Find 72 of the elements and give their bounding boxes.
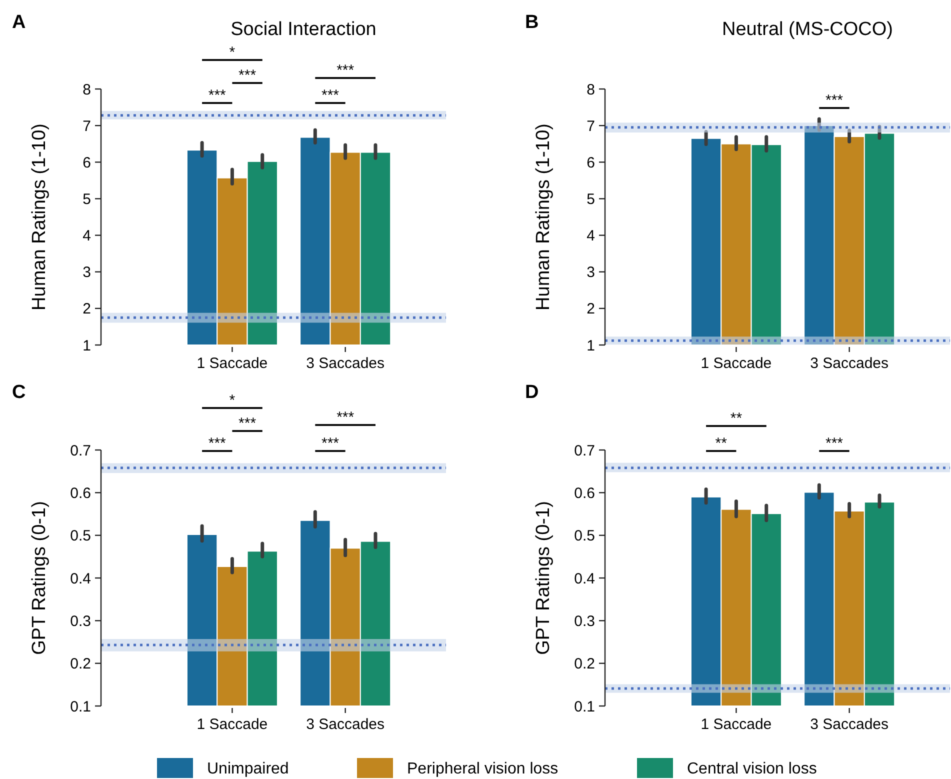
significance-bracket: *** — [315, 409, 376, 426]
y-axis-title: GPT Ratings (0-1) — [29, 501, 50, 655]
x-tick-label: 3 Saccades — [810, 716, 889, 733]
y-tick-label: 6 — [82, 154, 91, 172]
significance-bracket: *** — [819, 435, 850, 452]
y-tick-label: 7 — [586, 118, 595, 135]
text: A — [12, 12, 26, 33]
y-tick-label: 5 — [82, 190, 91, 208]
legend-label: Peripheral vision loss — [407, 760, 558, 778]
significance-bracket: ** — [706, 435, 736, 452]
significance-bracket: *** — [315, 87, 346, 104]
y-tick-label: 3 — [586, 264, 595, 282]
y-tick-label: 8 — [586, 81, 595, 98]
x-tick-label: 3 Saccades — [306, 355, 385, 372]
x-tick-label: 3 Saccades — [810, 355, 889, 372]
x-tick-label: 1 Saccade — [196, 355, 268, 372]
y-tick-label: 8 — [82, 81, 91, 98]
y-tick-label: 0.4 — [70, 570, 91, 588]
y-tick-label: 3 — [82, 264, 91, 282]
x-tick-label: 1 Saccade — [196, 716, 268, 733]
y-tick-label: 6 — [586, 154, 595, 172]
annotation: *** — [825, 92, 844, 109]
legend-label: Central vision loss — [687, 760, 817, 778]
y-tick-label: 0.5 — [574, 528, 595, 545]
y-axis-title: GPT Ratings (0-1) — [533, 501, 554, 655]
y-tick-label: 2 — [586, 300, 595, 318]
y-tick-label: 1 — [586, 337, 595, 354]
y-tick-label: 0.6 — [70, 484, 91, 502]
y-tick-label: 0.5 — [70, 528, 91, 545]
significance-bracket: *** — [232, 415, 262, 432]
y-tick-label: 0.3 — [574, 612, 595, 630]
significance-bracket: *** — [315, 435, 346, 452]
significance-bracket: *** — [202, 87, 232, 104]
y-tick-label: 0.6 — [574, 484, 595, 502]
annotation: *** — [825, 435, 844, 452]
y-tick-label: 0.2 — [574, 656, 595, 673]
significance-bracket: *** — [232, 67, 262, 84]
y-tick-label: 7 — [82, 118, 91, 135]
significance-bracket: *** — [315, 62, 376, 79]
y-tick-label: 4 — [586, 228, 595, 245]
chart-title: Social Interaction — [230, 19, 376, 40]
annotation: ** — [715, 435, 728, 452]
text: B — [525, 12, 539, 33]
annotation: *** — [321, 435, 340, 452]
y-axis-title: Human Ratings (1-10) — [29, 124, 50, 310]
x-tick-label: 1 Saccade — [700, 355, 772, 372]
y-tick-label: 5 — [586, 190, 595, 208]
text: D — [525, 382, 539, 403]
y-axis-title: Human Ratings (1-10) — [533, 124, 554, 310]
y-tick-label: 0.2 — [70, 656, 91, 673]
chart-title: Neutral (MS-COCO) — [722, 19, 894, 40]
legend-label: Unimpaired — [207, 760, 289, 778]
y-tick-label: 4 — [82, 228, 91, 245]
significance-bracket: *** — [819, 92, 850, 109]
y-tick-label: 0.1 — [574, 698, 595, 716]
significance-bracket: * — [202, 392, 262, 409]
y-tick-label: 0.1 — [70, 698, 91, 716]
y-tick-label: 0.7 — [574, 442, 595, 460]
y-tick-label: 0.4 — [574, 570, 595, 588]
x-tick-label: 1 Saccade — [700, 716, 772, 733]
annotation: *** — [208, 435, 226, 452]
annotation: *** — [208, 87, 226, 104]
annotation: *** — [321, 87, 340, 104]
significance-bracket: ** — [706, 410, 766, 427]
y-tick-label: 0.7 — [70, 442, 91, 460]
y-tick-label: 2 — [82, 300, 91, 318]
y-tick-label: 0.3 — [70, 612, 91, 630]
text: C — [12, 382, 26, 403]
x-tick-label: 3 Saccades — [306, 716, 385, 733]
significance-bracket: *** — [202, 435, 232, 452]
y-tick-label: 1 — [82, 337, 91, 354]
significance-bracket: * — [202, 44, 262, 61]
